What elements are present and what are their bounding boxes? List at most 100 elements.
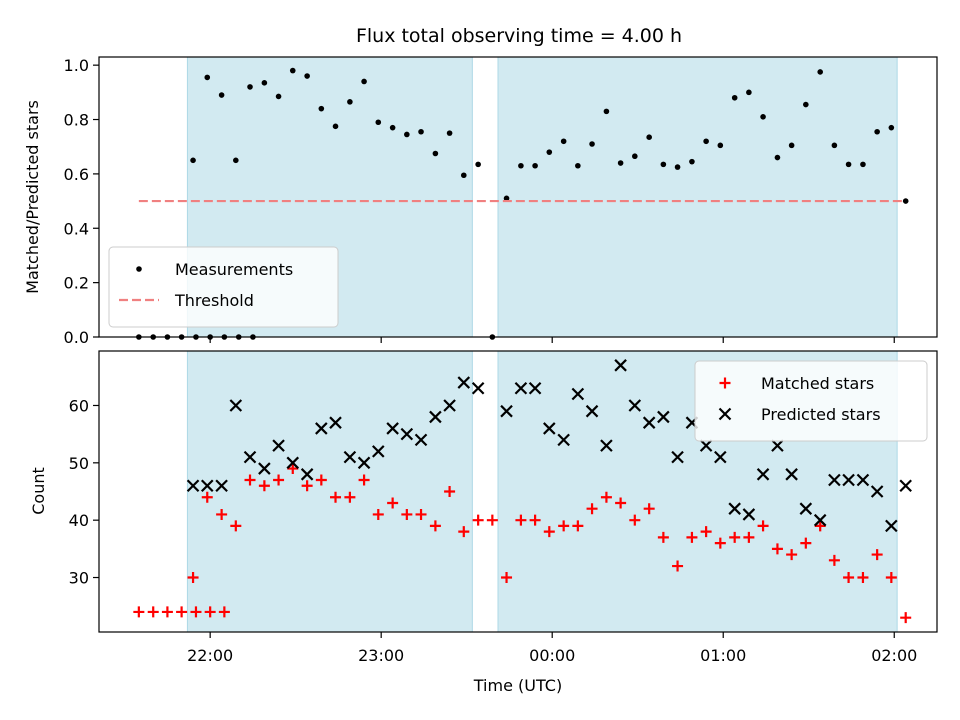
y-tick-label: 40 [69, 511, 89, 530]
y-tick-label: 0.8 [64, 111, 89, 130]
matched-star-point [301, 480, 313, 492]
predicted-star-point [543, 422, 556, 435]
observing-span [497, 56, 898, 338]
matched-star-point [729, 531, 741, 543]
measurement-point [261, 80, 268, 86]
measurement-point [902, 198, 909, 204]
matched-star-point [330, 491, 342, 503]
matched-star-point [543, 526, 555, 538]
matched-star-point [401, 508, 413, 520]
measurement-point [674, 164, 681, 170]
matched-star-point [771, 543, 783, 555]
measurement-point [518, 162, 524, 169]
matched-star-point [204, 606, 216, 618]
measurement-point [803, 101, 809, 108]
measurement-point [860, 161, 866, 168]
matched-star-point [287, 463, 299, 475]
predicted-star-point [671, 450, 684, 464]
matched-star-point [458, 526, 470, 538]
matched-star-point [657, 531, 669, 543]
matched-star-point [273, 474, 285, 486]
measurement-point [347, 99, 353, 105]
x-tick-label: 23:00 [358, 646, 404, 665]
predicted-star-point [742, 508, 756, 521]
measurement-point [460, 172, 467, 179]
matched-star-point [372, 508, 384, 520]
matched-star-point [472, 514, 484, 526]
measurement-point [731, 94, 738, 101]
predicted-star-point [899, 479, 912, 493]
measurement-point [432, 150, 439, 157]
measurement-point [646, 134, 652, 140]
matched-star-point [714, 537, 726, 549]
chart-title: Flux total observing time = 4.00 h [356, 25, 682, 47]
matched-star-point [415, 508, 427, 520]
measurement-point [717, 142, 724, 149]
matched-star-point [218, 606, 230, 618]
measurement-point [774, 154, 781, 161]
x-tick-label: 01:00 [700, 646, 746, 665]
y-tick-label: 1.0 [64, 56, 89, 75]
measurement-point [746, 89, 752, 96]
predicted-star-point [756, 468, 770, 481]
measurement-point [560, 138, 567, 145]
matched-star-point [871, 549, 883, 561]
count-axis-ticks: 30 40 50 60 22:00 23:00 00:00 01:00 02:00 [69, 396, 918, 665]
predicted-star-point [300, 468, 314, 481]
measurement-point [632, 153, 638, 160]
predicted-star-point [813, 513, 827, 527]
measurement-point [304, 73, 310, 79]
predicted-star-point [457, 376, 471, 389]
measurement-point [532, 162, 538, 169]
x-tick-label: 02:00 [871, 646, 917, 665]
matched-star-point [444, 486, 456, 497]
ratio-series-marks [136, 67, 909, 340]
measurement-point [689, 158, 695, 165]
predicted-star-point [528, 381, 542, 395]
measurement-point [546, 149, 553, 155]
matched-star-point [501, 572, 513, 584]
measurement-point [575, 162, 581, 169]
predicted-star-point [272, 439, 285, 452]
predicted-star-point [443, 399, 456, 412]
measurement-point [404, 131, 410, 138]
y-tick-label: 30 [69, 569, 89, 588]
matched-star-point [176, 606, 188, 618]
predicted-star-point [856, 473, 870, 487]
measurement-point [233, 157, 239, 164]
predicted-star-point [628, 399, 642, 412]
matched-star-point [900, 612, 912, 624]
predicted-star-point [243, 450, 257, 464]
predicted-star-point [614, 359, 627, 372]
predicted-star-point [885, 519, 898, 533]
predicted-star-point [371, 445, 385, 458]
predicted-star-point [200, 479, 214, 493]
measurement-point [874, 128, 880, 135]
measurement-point [888, 124, 895, 131]
count-y-axis-label: Count [29, 467, 48, 515]
y-tick-label: 0.4 [64, 219, 89, 238]
legend-box [694, 360, 928, 442]
predicted-star-point [386, 422, 399, 435]
matched-star-point [828, 554, 840, 566]
measurement-point [660, 161, 667, 168]
x-tick-label: 22:00 [187, 646, 233, 665]
matched-star-point [133, 606, 145, 618]
predicted-star-point [315, 422, 328, 435]
matched-star-point [358, 474, 370, 486]
x-tick-label: 00:00 [529, 646, 575, 665]
measurement-point [788, 142, 795, 149]
matched-star-point [586, 503, 598, 515]
matched-star-point [429, 520, 441, 532]
legend-marker-swatch [136, 266, 142, 272]
matched-star-point [147, 606, 159, 618]
matched-star-point [629, 514, 641, 526]
measurement-point [204, 74, 211, 81]
matched-star-point [814, 520, 826, 532]
matched-star-point [558, 520, 570, 532]
predicted-star-point [657, 410, 670, 424]
matched-star-point [843, 572, 855, 584]
measurement-point [703, 138, 709, 145]
matched-star-point [258, 480, 270, 492]
